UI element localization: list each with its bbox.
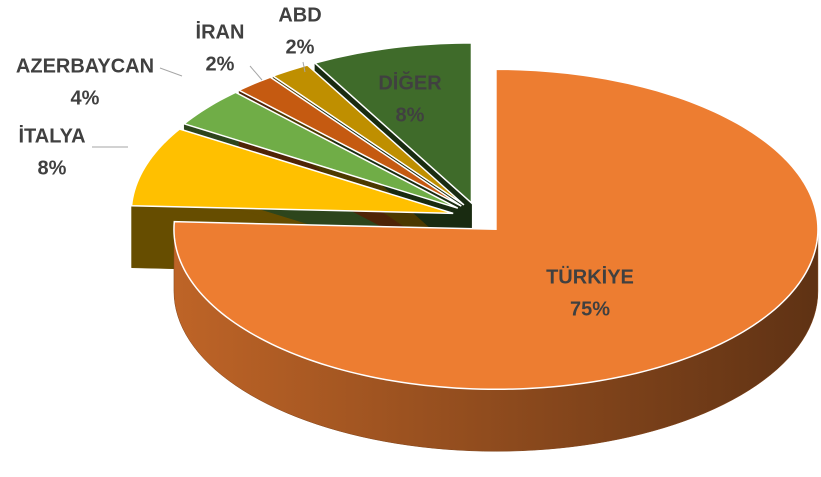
slice	[173, 68, 819, 391]
slice-label: İRAN	[196, 20, 245, 43]
slice	[313, 42, 473, 205]
slice-label: İTALYA	[18, 124, 85, 147]
slice	[182, 91, 459, 209]
slice-value-label: 2%	[286, 36, 315, 58]
slice-label: DİĞER	[378, 70, 442, 94]
slice-label: AZERBAYCAN	[16, 55, 154, 77]
slice-label: TÜRKİYE	[546, 265, 634, 288]
leader-line	[302, 61, 306, 73]
slice-value-label: 4%	[71, 87, 100, 109]
slice	[130, 128, 454, 215]
slice	[271, 64, 465, 206]
slice-label: ABD	[278, 4, 321, 26]
slice	[237, 76, 462, 207]
slice-value-label: 2%	[206, 53, 235, 75]
leader-line	[249, 65, 263, 81]
slice-value-label: 8%	[396, 104, 425, 126]
slice-value-label: 75%	[570, 298, 610, 320]
slice-value-label: 8%	[38, 157, 67, 179]
leader-line	[159, 67, 183, 77]
